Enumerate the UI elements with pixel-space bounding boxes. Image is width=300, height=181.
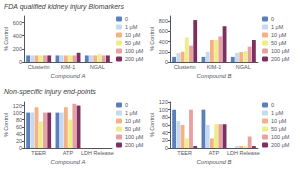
svg-text:200: 200 <box>13 46 22 52</box>
svg-text:ATP: ATP <box>209 150 220 156</box>
svg-text:Clusterin: Clusterin <box>28 64 50 70</box>
svg-text:LDH Release: LDH Release <box>227 150 260 156</box>
svg-text:% Control: % Control <box>149 113 155 137</box>
svg-text:200 μM: 200 μM <box>125 56 144 62</box>
svg-text:% Control: % Control <box>149 27 155 51</box>
svg-text:Compound A: Compound A <box>51 73 86 79</box>
svg-text:TEER: TEER <box>31 150 46 156</box>
svg-text:10 μM: 10 μM <box>271 32 287 38</box>
svg-text:Non-specific injury end-points: Non-specific injury end-points <box>4 88 96 96</box>
svg-text:1 μM: 1 μM <box>125 24 138 30</box>
svg-text:10 μM: 10 μM <box>125 32 141 38</box>
svg-text:60: 60 <box>16 124 22 130</box>
svg-text:120: 120 <box>159 99 168 105</box>
svg-text:100: 100 <box>159 107 168 113</box>
svg-text:200: 200 <box>159 49 168 55</box>
svg-text:400: 400 <box>13 33 22 39</box>
svg-text:FDA qualified kidney injury Bi: FDA qualified kidney injury Biomarkers <box>4 3 124 11</box>
svg-text:Compound B: Compound B <box>196 73 231 79</box>
svg-text:50 μM: 50 μM <box>125 40 141 46</box>
svg-text:ATP: ATP <box>63 150 74 156</box>
svg-text:80: 80 <box>16 117 22 123</box>
svg-text:10 μM: 10 μM <box>125 118 141 124</box>
svg-text:40: 40 <box>16 131 22 137</box>
svg-text:50 μM: 50 μM <box>125 126 141 132</box>
svg-text:40: 40 <box>162 130 168 136</box>
svg-text:400: 400 <box>159 39 168 45</box>
svg-text:20: 20 <box>162 137 168 143</box>
svg-text:100 μM: 100 μM <box>125 134 144 140</box>
svg-text:TEER: TEER <box>177 150 192 156</box>
svg-text:1 μM: 1 μM <box>271 24 284 30</box>
svg-text:LDH Release: LDH Release <box>81 150 114 156</box>
svg-text:Clusterin: Clusterin <box>174 64 196 70</box>
svg-text:Compound A: Compound A <box>51 159 86 165</box>
svg-text:200 μM: 200 μM <box>125 142 144 148</box>
svg-text:120: 120 <box>13 103 22 109</box>
svg-text:10 μM: 10 μM <box>271 118 287 124</box>
svg-text:1 μM: 1 μM <box>271 110 284 116</box>
svg-text:50 μM: 50 μM <box>271 126 287 132</box>
svg-text:100 μM: 100 μM <box>271 48 290 54</box>
svg-text:NGAL: NGAL <box>236 64 251 70</box>
svg-text:0: 0 <box>125 102 128 108</box>
svg-text:20: 20 <box>16 138 22 144</box>
svg-text:NGAL: NGAL <box>90 64 105 70</box>
svg-text:0: 0 <box>271 102 274 108</box>
svg-text:% Control: % Control <box>3 113 9 137</box>
svg-text:200 μM: 200 μM <box>271 56 290 62</box>
svg-text:KIM-1: KIM-1 <box>207 64 222 70</box>
svg-text:800: 800 <box>159 18 168 24</box>
svg-text:100: 100 <box>13 110 22 116</box>
svg-text:100 μM: 100 μM <box>125 48 144 54</box>
svg-text:600: 600 <box>13 20 22 26</box>
svg-text:0: 0 <box>165 145 168 151</box>
svg-text:0: 0 <box>125 16 128 22</box>
svg-text:100 μM: 100 μM <box>271 134 290 140</box>
svg-text:50 μM: 50 μM <box>271 40 287 46</box>
svg-text:80: 80 <box>162 114 168 120</box>
svg-text:KIM-1: KIM-1 <box>61 64 76 70</box>
svg-text:200 μM: 200 μM <box>271 142 290 148</box>
svg-text:Compound B: Compound B <box>196 159 231 165</box>
svg-text:% Control: % Control <box>3 27 9 51</box>
svg-text:0: 0 <box>19 59 22 65</box>
svg-text:0: 0 <box>19 145 22 151</box>
svg-text:0: 0 <box>165 59 168 65</box>
svg-text:60: 60 <box>162 122 168 128</box>
svg-text:600: 600 <box>159 28 168 34</box>
svg-text:0: 0 <box>271 16 274 22</box>
svg-text:1 μM: 1 μM <box>125 110 138 116</box>
